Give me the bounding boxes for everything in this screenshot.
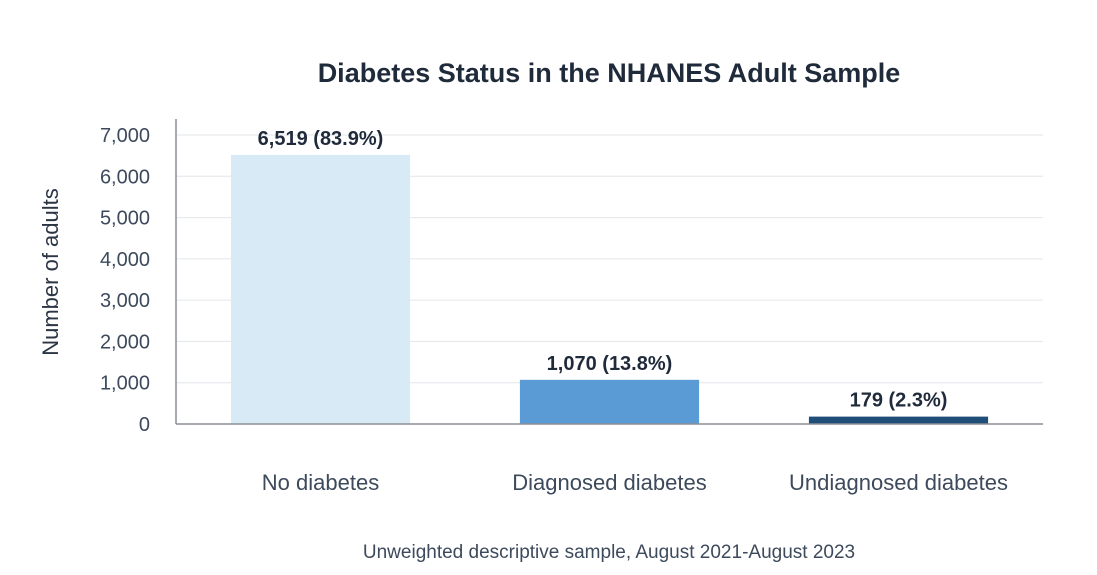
y-tick-label: 5,000 [100,208,150,230]
y-tick-label: 3,000 [100,290,150,312]
y-tick-label: 6,000 [100,166,150,188]
bar-value-label: 6,519 (83.9%) [258,128,384,150]
bar [808,416,989,424]
chart-footnote: Unweighted descriptive sample, August 20… [363,542,855,563]
y-tick-labels: 0 1,000 2,000 3,000 4,000 5,000 6,000 7,000 [100,125,150,436]
y-axis-label: Number of adults [38,188,63,356]
data-labels: 6,519 (83.9%) 1,070 (13.8%) 179 (2.3%) [258,128,948,412]
y-tick-label: 7,000 [100,125,150,147]
bar [230,154,411,424]
bar [519,379,700,424]
category-label: Undiagnosed diabetes [789,470,1008,495]
y-tick-label: 1,000 [100,373,150,395]
category-labels: No diabetes Diagnosed diabetes Undiagnosed… [262,470,1008,495]
bar-value-label: 179 (2.3%) [850,390,948,412]
y-tick-label: 0 [139,414,150,436]
y-tick-label: 4,000 [100,249,150,271]
chart-title: Diabetes Status in the NHANES Adult Samp… [318,58,901,88]
bars [230,154,989,424]
bar-value-label: 1,070 (13.8%) [547,353,673,375]
y-tick-label: 2,000 [100,331,150,353]
category-label: No diabetes [262,470,379,495]
category-label: Diagnosed diabetes [512,470,706,495]
